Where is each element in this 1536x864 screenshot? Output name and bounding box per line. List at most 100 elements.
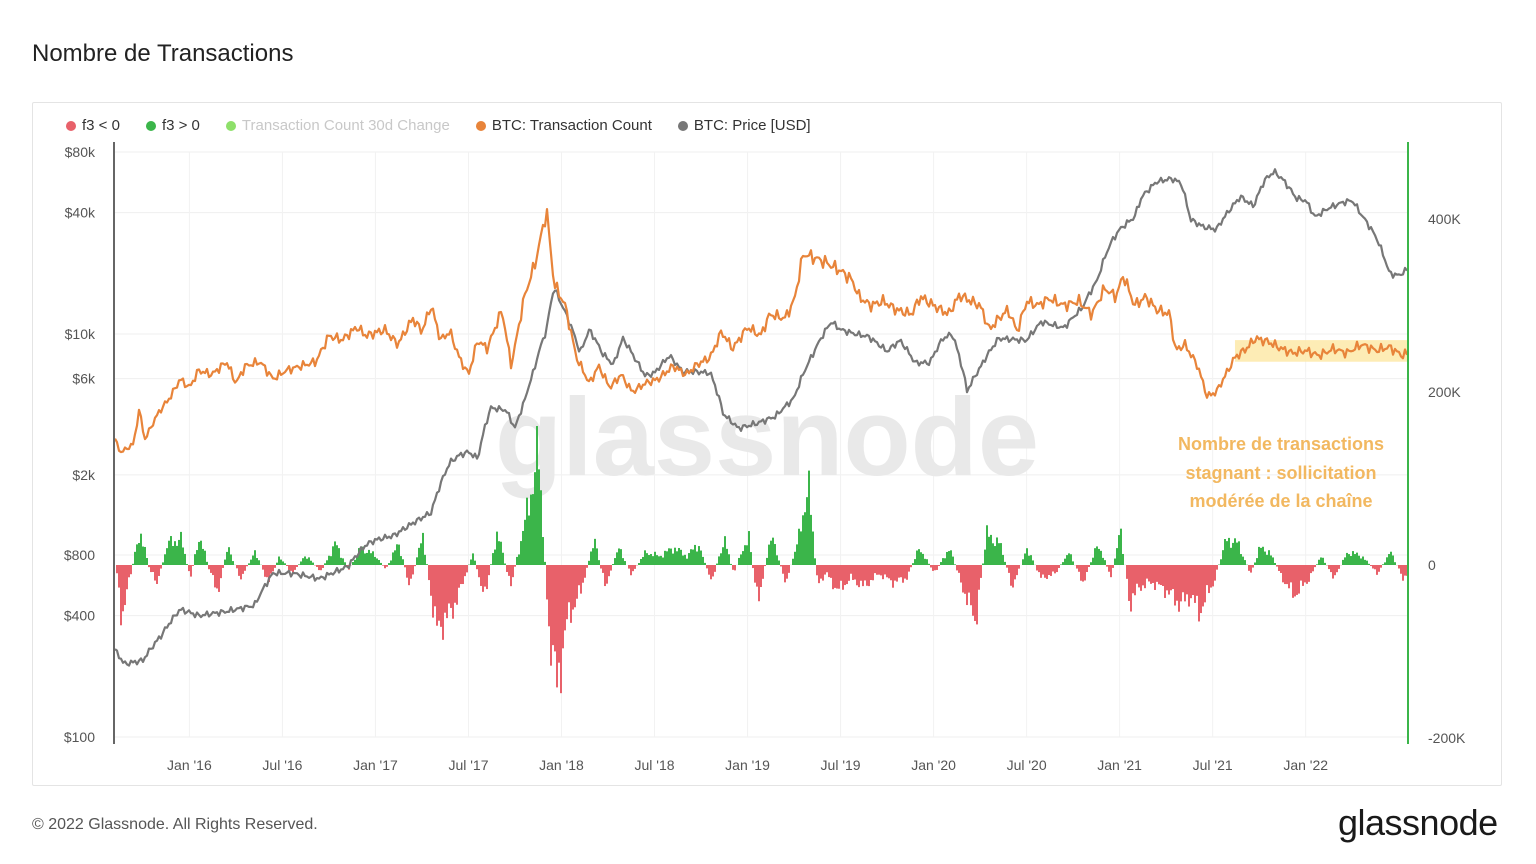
change-bar-positive [986,525,988,565]
change-bar-negative [408,565,410,586]
change-bar-positive [614,558,616,565]
change-bar-positive [620,549,622,565]
change-bar-positive [1342,559,1344,565]
change-bar-negative [874,565,876,574]
change-bar-positive [596,548,598,565]
change-bar-positive [662,557,664,565]
change-bar-positive [228,547,230,565]
change-bar-positive [492,553,494,565]
change-bar-negative [556,565,558,688]
change-bar-negative [936,565,938,570]
change-bar-positive [1260,547,1262,565]
change-bar-negative [934,565,936,571]
legend-item-0[interactable]: f3 < 0 [66,117,120,134]
change-bar-negative [1014,565,1016,580]
change-bar-negative [1310,565,1312,574]
change-bar-negative [558,565,560,663]
change-bar-positive [802,515,804,565]
legend-item-1[interactable]: f3 > 0 [145,117,200,134]
change-bar-negative [316,565,318,567]
change-bar-positive [772,537,774,565]
change-bar-positive [502,552,504,565]
x-tick-label: Jul '16 [262,757,302,773]
change-bar-negative [600,565,602,569]
change-bar-negative [576,565,578,599]
change-bar-positive [1272,557,1274,565]
change-bar-negative [734,565,736,571]
change-bar-positive [664,550,666,565]
change-bar-negative [322,565,324,568]
legend-item-2[interactable]: Transaction Count 30d Change [225,117,450,134]
change-bar-positive [750,552,752,565]
change-bar-negative [238,565,240,576]
change-bar-negative [902,565,904,583]
change-bar-negative [1280,565,1282,573]
change-bar-positive [654,551,656,565]
brand-logo[interactable]: glassnode [1338,802,1498,843]
change-bar-negative [156,565,158,584]
change-bar-positive [1232,542,1234,565]
change-bar-negative [190,565,192,577]
change-bar-negative [1138,565,1140,588]
change-bar-negative [706,565,708,569]
change-bar-positive [312,562,314,565]
change-bar-negative [854,565,856,580]
change-bar-positive [916,550,918,565]
change-bar-negative [554,565,556,652]
change-bar-negative [484,565,486,587]
change-bar-positive [650,554,652,565]
change-bar-negative [898,565,900,578]
legend-item-3[interactable]: BTC: Transaction Count [475,117,652,134]
change-bar-negative [1012,565,1014,588]
change-bar-positive [254,550,256,565]
change-bar-positive [704,562,706,565]
change-bar-negative [438,565,440,621]
change-bar-negative [1042,565,1044,575]
change-bar-negative [1146,565,1148,579]
change-bar-positive [990,534,992,565]
change-bar-negative [432,565,434,618]
change-bar-positive [132,563,134,565]
change-bar-negative [1284,565,1286,585]
change-bar-positive [360,549,362,565]
legend: f3 < 0 f3 > 0 Transaction Count 30d Change… [66,117,811,134]
change-bar-negative [268,565,270,582]
change-bar-negative [240,565,242,580]
change-bar-negative [1084,565,1086,581]
change-bar-negative [584,565,586,578]
change-bar-negative [610,565,612,571]
change-bar-positive [416,557,418,565]
change-bar-positive [284,563,286,565]
change-bar-positive [794,551,796,565]
change-bar-negative [208,565,210,570]
change-bar-positive [740,554,742,565]
change-bar-negative [1306,565,1308,584]
change-bar-positive [1244,560,1246,565]
change-bar-negative [1290,565,1292,583]
change-bar-positive [196,550,198,565]
change-bar-positive [1382,564,1384,565]
legend-item-4[interactable]: BTC: Price [USD] [677,117,811,134]
change-bar-negative [1338,565,1340,569]
change-bar-negative [1054,565,1056,574]
y-left-tick-label: $100 [64,729,95,745]
change-bar-negative [1182,565,1184,593]
change-bar-positive [358,548,360,565]
change-bar-positive [186,564,188,565]
change-bar-positive [918,549,920,565]
change-bar-positive [226,551,228,565]
change-bar-positive [748,531,750,565]
change-bar-positive [1090,562,1092,565]
change-bar-positive [1394,562,1396,565]
change-bar-negative [160,565,162,569]
change-bar-negative [456,565,458,605]
change-bar-negative [832,565,834,590]
change-bar-positive [520,541,522,565]
change-bar-negative [1214,565,1216,581]
change-bar-negative [1308,565,1310,582]
change-bar-negative [452,565,454,619]
change-bar-positive [278,556,280,565]
change-bar-positive [308,557,310,565]
change-bar-negative [864,565,866,581]
change-bar-negative [1110,565,1112,578]
